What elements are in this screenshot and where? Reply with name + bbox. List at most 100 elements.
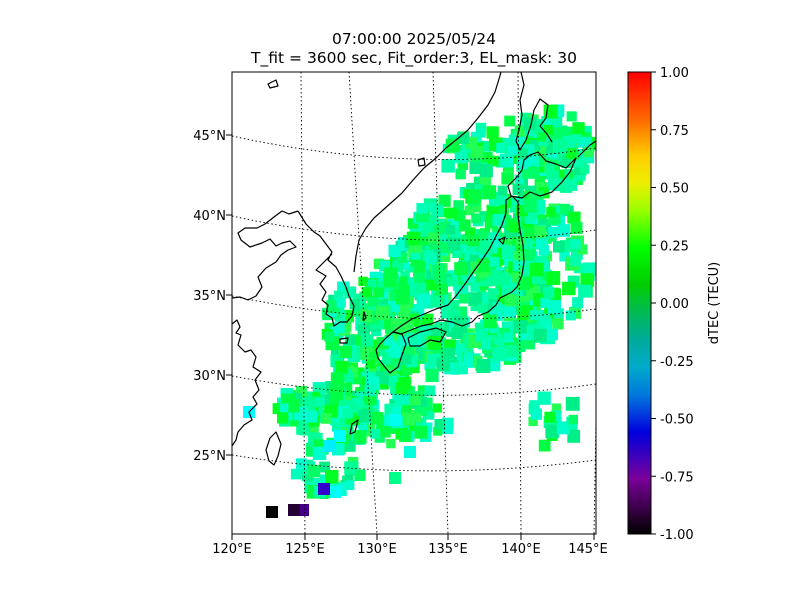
dtec-pierce-point xyxy=(502,234,512,245)
gridline-lon-145 xyxy=(593,392,596,534)
dtec-pierce-point xyxy=(366,359,376,369)
dtec-pierce-point xyxy=(451,327,464,340)
dtec-pierce-point xyxy=(546,206,557,217)
dtec-pierce-point xyxy=(479,164,493,178)
dtec-pierce-point xyxy=(344,461,357,475)
dtec-pierce-point xyxy=(384,403,396,415)
dtec-pierce-point xyxy=(546,271,561,285)
lon-tick-145: 145°E xyxy=(568,542,608,557)
dtec-pierce-point xyxy=(533,328,547,342)
dtec-pierce-point xyxy=(436,357,451,372)
dtec-pierce-point xyxy=(513,320,528,334)
dtec-pierce-point xyxy=(445,225,456,235)
coastline-shikoku xyxy=(407,327,447,347)
dtec-pierce-point xyxy=(477,230,488,241)
dtec-pierce-point xyxy=(364,384,376,397)
dtec-pierce-point xyxy=(383,274,397,288)
dtec-pierce-point xyxy=(425,368,439,382)
dtec-pierce-point xyxy=(496,142,507,154)
dtec-pierce-point xyxy=(447,237,461,251)
dtec-pierce-point xyxy=(398,259,409,271)
dtec-pierce-point xyxy=(334,310,346,322)
dtec-pierce-point xyxy=(440,273,452,286)
dtec-pierce-point xyxy=(441,159,455,173)
dtec-pierce-point xyxy=(355,391,367,404)
dtec-pierce-point xyxy=(439,250,451,262)
dtec-pierce-point xyxy=(522,337,535,350)
dtec-pierce-point xyxy=(462,344,474,356)
lon-axis: 120°E 125°E 130°E 135°E 140°E 145°E xyxy=(212,534,608,557)
dtec-pierce-point xyxy=(370,412,383,425)
coastline-sado xyxy=(498,236,506,245)
coastline-korea xyxy=(297,210,355,327)
dtec-pierce-point xyxy=(565,178,578,191)
lon-tick-135: 135°E xyxy=(428,542,468,557)
gridline-lat-45 xyxy=(232,135,596,160)
dtec-pierce-point xyxy=(296,421,310,435)
dtec-pierce-point xyxy=(389,472,401,484)
dtec-pierce-point xyxy=(458,219,471,232)
dtec-pierce-point xyxy=(469,254,480,265)
dtec-pierce-point xyxy=(429,295,442,308)
gridline-lat-30 xyxy=(232,375,596,396)
dtec-pierce-point xyxy=(321,394,331,405)
lat-tick-25: 25°N xyxy=(193,449,226,464)
dtec-pierce-point xyxy=(471,213,481,224)
dtec-pierce-point xyxy=(277,412,289,424)
dtec-pierce-point xyxy=(420,236,430,246)
dtec-pierce-point xyxy=(544,163,554,173)
dtec-pierce-point xyxy=(501,245,516,260)
dtec-pierce-point xyxy=(444,339,456,351)
dtec-pierce-point xyxy=(476,359,491,373)
dtec-pierce-point xyxy=(470,282,480,292)
dtec-pierce-point xyxy=(329,396,340,407)
dtec-pierce-point xyxy=(509,222,520,233)
dtec-pierce-point xyxy=(331,422,342,432)
dtec-pierce-point xyxy=(537,132,547,142)
dtec-pierce-point xyxy=(470,146,484,159)
dtec-pierce-point xyxy=(388,244,401,257)
dtec-pierce-point xyxy=(342,408,353,419)
coastlines xyxy=(232,72,596,466)
dtec-pierce-point xyxy=(492,302,503,312)
dtec-pierce-point xyxy=(477,303,488,314)
dtec-pierce-point xyxy=(464,205,475,216)
gridline-lon-135 xyxy=(432,72,449,534)
dtec-pierce-point xyxy=(491,269,501,280)
dtec-pierce-point xyxy=(342,400,353,411)
dtec-pierce-point xyxy=(407,218,419,229)
dtec-pierce-point xyxy=(401,412,416,426)
dtec-pierce-point xyxy=(457,159,469,171)
dtec-pierce-point xyxy=(489,323,499,334)
dtec-pierce-point xyxy=(461,271,471,281)
dtec-pierce-point xyxy=(469,162,481,174)
dtec-pierce-point xyxy=(394,393,409,408)
dtec-pierce-point xyxy=(307,464,321,478)
dtec-pierce-point xyxy=(432,403,442,413)
coastline-okinawa xyxy=(349,419,359,435)
dtec-pierce-point xyxy=(559,251,570,262)
dtec-pierce-point xyxy=(446,207,458,219)
dtec-pierce-point xyxy=(421,313,434,326)
dtec-pierce-point xyxy=(266,506,278,518)
dtec-pierce-point xyxy=(334,430,346,442)
lat-axis: 45°N 40°N 35°N 30°N 25°N xyxy=(193,129,232,464)
dtec-pierce-point xyxy=(458,364,468,375)
dtec-pierce-point xyxy=(403,321,414,333)
dtec-pierce-point xyxy=(527,167,540,179)
dtec-pierce-point xyxy=(379,260,391,272)
dtec-pierce-point xyxy=(335,360,348,374)
dtec-pierce-point xyxy=(337,418,348,429)
colorbar-tick-label: 0.00 xyxy=(660,297,689,312)
dtec-pierce-point xyxy=(424,385,436,397)
coastline-jeju xyxy=(339,337,349,344)
dtec-pierce-point xyxy=(475,258,489,273)
dtec-pierce-point xyxy=(495,192,508,205)
dtec-pierce-point xyxy=(482,185,497,200)
dtec-pierce-point xyxy=(539,260,551,272)
dtec-pierce-point xyxy=(416,403,427,413)
dtec-pierce-point xyxy=(414,262,426,273)
dtec-pierce-point xyxy=(318,483,330,495)
dtec-pierce-point xyxy=(565,396,580,411)
dtec-pierce-point xyxy=(352,430,367,444)
